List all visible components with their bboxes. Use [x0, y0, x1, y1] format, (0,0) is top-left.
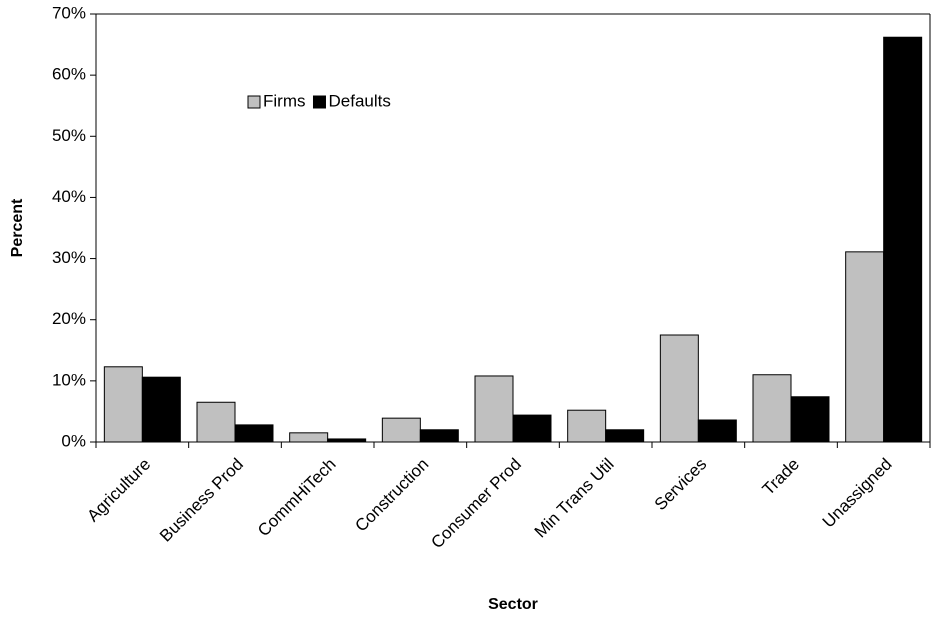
y-tick-label: 30%	[52, 248, 86, 267]
x-tick-label: Services	[651, 455, 711, 515]
bar	[512, 414, 552, 443]
bar	[141, 376, 181, 443]
bar	[196, 401, 236, 443]
legend-swatch	[247, 95, 261, 109]
legend-label: Defaults	[328, 91, 390, 110]
bar	[605, 429, 645, 443]
y-tick-label: 10%	[52, 370, 86, 389]
x-tick-label: Business Prod	[156, 455, 247, 546]
x-tick-label: Construction	[351, 455, 432, 536]
y-tick-label: 40%	[52, 187, 86, 206]
bar	[234, 424, 274, 443]
bar	[103, 366, 143, 443]
y-tick-label: 50%	[52, 126, 86, 145]
y-tick-label: 0%	[61, 431, 86, 450]
bar	[752, 374, 792, 443]
x-axis-title: Sector	[488, 596, 538, 613]
legend-swatch	[312, 95, 326, 109]
x-tick-label: Min Trans Util	[531, 455, 618, 542]
y-tick-label: 60%	[52, 65, 86, 84]
x-tick-label: Trade	[759, 455, 803, 499]
bar	[567, 409, 607, 443]
bar	[845, 251, 885, 443]
y-tick-label: 20%	[52, 309, 86, 328]
bar	[289, 432, 329, 443]
bar	[381, 417, 421, 443]
y-tick-label: 70%	[52, 3, 86, 22]
bar	[790, 396, 830, 443]
y-axis-title: Percent	[9, 198, 26, 257]
x-tick-label: CommHiTech	[254, 455, 340, 541]
legend-label: Firms	[263, 91, 305, 110]
bar	[419, 429, 459, 443]
bar	[659, 334, 699, 443]
bar	[327, 438, 367, 443]
x-tick-label: Consumer Prod	[427, 455, 525, 553]
bar	[697, 419, 737, 443]
bar	[474, 375, 514, 443]
x-tick-label: Agriculture	[83, 455, 154, 526]
bar	[883, 36, 923, 443]
x-tick-label: Unassigned	[819, 455, 896, 532]
